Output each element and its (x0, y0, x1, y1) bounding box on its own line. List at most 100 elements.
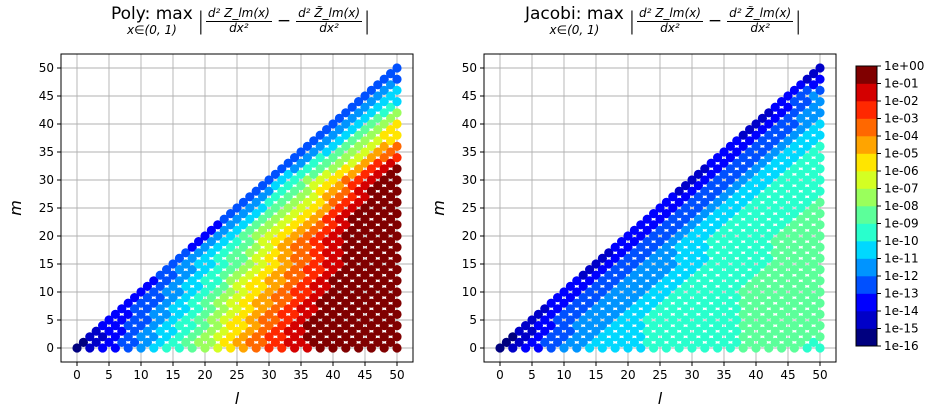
data-point (149, 343, 159, 353)
data-point (687, 309, 697, 319)
data-point (802, 231, 812, 241)
data-point (379, 298, 389, 308)
data-point (341, 321, 351, 331)
data-point (200, 332, 210, 342)
data-point (232, 337, 242, 347)
data-point (809, 158, 819, 168)
data-point (373, 80, 383, 90)
data-point (796, 337, 806, 347)
data-point (219, 293, 229, 303)
data-point (687, 231, 697, 241)
data-point (155, 270, 165, 280)
data-point (815, 141, 825, 151)
data-point (354, 108, 364, 118)
data-point (623, 242, 633, 252)
data-point (757, 192, 768, 202)
data-point (757, 259, 768, 269)
data-point (713, 209, 723, 219)
data-point (219, 326, 229, 336)
data-point (149, 332, 159, 342)
data-point (687, 186, 697, 196)
data-point (219, 259, 229, 269)
data-point (200, 276, 210, 286)
data-point (277, 309, 287, 319)
data-point (315, 253, 325, 263)
data-point (687, 321, 697, 331)
data-point (642, 281, 652, 291)
data-point (360, 326, 370, 336)
data-point (366, 220, 376, 230)
data-point (745, 315, 755, 325)
data-point (565, 293, 576, 303)
data-point (360, 158, 370, 168)
data-point (649, 343, 659, 353)
axes-frame (60, 53, 414, 363)
data-point (751, 332, 761, 342)
data-point (732, 293, 742, 303)
data-point (174, 309, 184, 319)
data-point (322, 203, 332, 213)
data-point (815, 253, 825, 263)
data-point (764, 321, 774, 331)
data-point (386, 225, 396, 235)
data-point (642, 337, 652, 347)
title-den1: dx² (660, 20, 680, 35)
data-point (354, 276, 364, 286)
y-tick-label: 10 (462, 285, 477, 299)
data-point (290, 321, 300, 331)
data-point (770, 102, 780, 112)
data-point (815, 287, 825, 297)
colorbar-tick-label: 1e-06 (884, 164, 919, 178)
data-point (187, 298, 197, 308)
data-point (366, 253, 376, 263)
data-point (136, 298, 146, 308)
data-point (604, 337, 614, 347)
data-point (328, 164, 338, 174)
data-point (700, 175, 710, 185)
data-point (591, 304, 601, 314)
data-point (572, 332, 582, 342)
data-point (283, 337, 293, 347)
data-point (315, 265, 325, 275)
data-point (725, 287, 736, 297)
title-bar: | (363, 7, 372, 35)
data-point (706, 214, 716, 224)
data-point (213, 298, 223, 308)
data-point (245, 192, 255, 202)
colorbar-segment (856, 188, 877, 207)
data-point (206, 337, 216, 347)
data-point (649, 209, 659, 219)
data-point (802, 175, 812, 185)
data-point (802, 164, 812, 174)
data-point (226, 231, 236, 241)
data-point (328, 231, 338, 241)
y-axis-label: m (429, 200, 448, 216)
data-point (290, 276, 300, 286)
data-point (617, 293, 627, 303)
data-point (373, 237, 383, 247)
title-num1: d² Z_lm(x) (636, 5, 703, 22)
data-point (341, 209, 351, 219)
data-point (789, 265, 800, 275)
data-point (700, 298, 710, 308)
data-point (328, 298, 338, 308)
data-point (213, 332, 223, 342)
data-point (559, 309, 569, 319)
data-point (328, 265, 338, 275)
colorbar-segment (856, 241, 877, 259)
data-point (706, 293, 716, 303)
data-point (155, 281, 165, 291)
data-point (809, 214, 819, 224)
data-point (777, 343, 787, 353)
data-point (732, 136, 742, 146)
data-point (604, 281, 614, 291)
colorbar-segment (856, 293, 877, 312)
data-point (655, 259, 665, 269)
data-point (155, 337, 165, 347)
data-point (757, 237, 768, 247)
data-point (206, 259, 216, 269)
data-point (655, 270, 665, 280)
data-point (226, 343, 236, 353)
data-point (706, 248, 716, 258)
data-point (104, 326, 114, 336)
